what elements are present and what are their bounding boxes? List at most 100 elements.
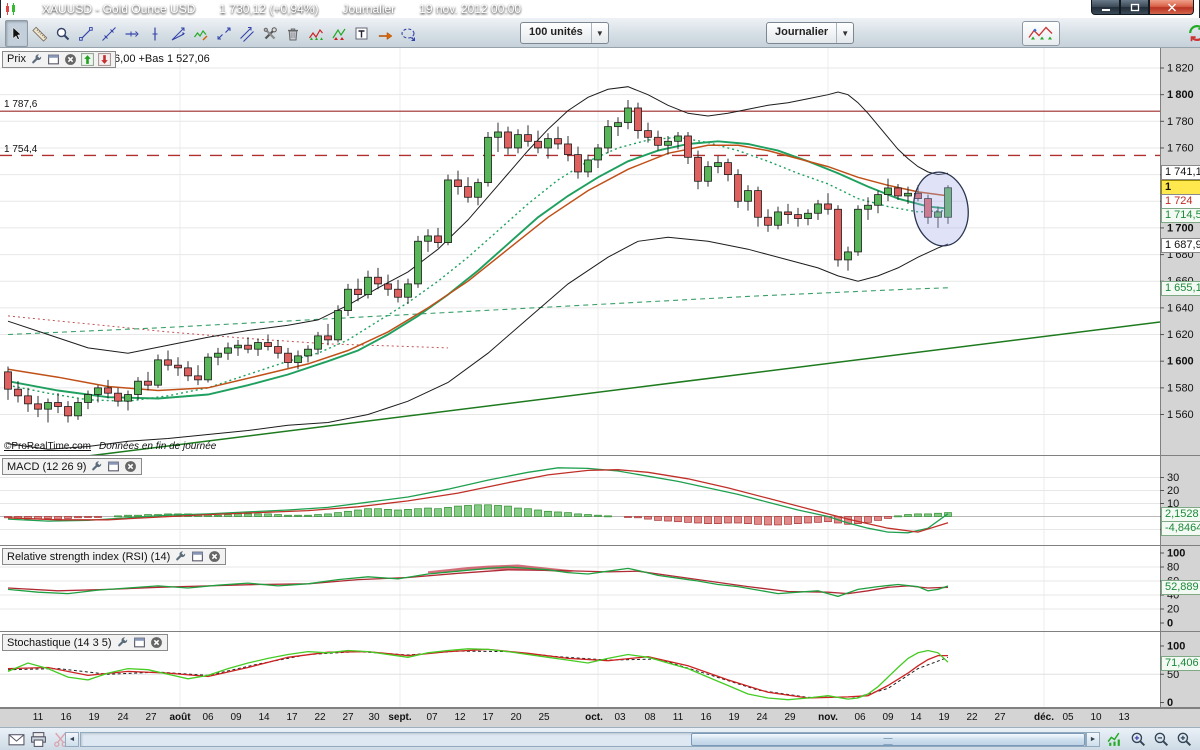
settings-wrench-icon[interactable] [174, 550, 187, 563]
tool-line-button[interactable] [97, 20, 120, 47]
tool-fan-lines-button[interactable] [166, 20, 189, 47]
tool-trash-button[interactable] [281, 20, 304, 47]
bollinger-lower [7, 236, 949, 450]
macd-value-box: 2,1528 [1161, 507, 1200, 522]
close-panel-icon[interactable] [208, 550, 221, 563]
settings-wrench-icon[interactable] [90, 460, 103, 473]
close-panel-icon[interactable] [124, 460, 137, 473]
parallel-lines-icon [239, 26, 254, 42]
long-green-dashed-ma [7, 287, 949, 336]
tool-arrow-button[interactable] [373, 20, 396, 47]
vertical-line-icon [152, 27, 157, 40]
zoom-in-icon[interactable] [1176, 731, 1193, 748]
detach-window-icon[interactable] [47, 53, 60, 66]
detach-window-icon[interactable] [191, 550, 204, 563]
stochastic-panel-header: Stochastique (14 3 5) [2, 634, 168, 651]
scroll-right-button[interactable]: ► [1086, 732, 1100, 747]
stochastic-axis-tick: 50 [1167, 669, 1179, 681]
close-panel-icon[interactable] [150, 636, 163, 649]
titlebar-last-price: 1 730,12 [219, 2, 267, 16]
price-axis-tick: 1 560 [1167, 409, 1194, 421]
zoom-fit-icon[interactable] [1130, 731, 1147, 748]
settings-wrench-icon[interactable] [116, 636, 129, 649]
close-panel-icon[interactable] [64, 53, 77, 66]
tool-settings-tools-button[interactable] [258, 20, 281, 47]
stochastic-d-line [7, 648, 948, 699]
date-label: 17 [482, 712, 494, 723]
detach-window-icon[interactable] [107, 460, 120, 473]
scrollbar-thumb[interactable] [691, 733, 1085, 746]
close-button[interactable] [1149, 0, 1194, 15]
tool-segment-button[interactable] [74, 20, 97, 47]
macd-panel-title: MACD (12 26 9) [7, 460, 87, 473]
tool-text-button[interactable] [350, 20, 373, 47]
titlebar-period: Journalier [342, 2, 396, 16]
date-label: 22 [966, 712, 978, 723]
macd-plot [0, 467, 1160, 534]
minimize-button[interactable] [1091, 0, 1120, 15]
date-label: oct. [585, 712, 603, 723]
price-plot [0, 67, 1160, 455]
date-label: 17 [286, 712, 298, 723]
date-label: 19 [728, 712, 740, 723]
chart-style-button[interactable] [1022, 21, 1060, 46]
rsi-axis-tick: 0 [1167, 618, 1173, 630]
lasso-icon [400, 27, 415, 41]
tool-horizontal-line-button[interactable] [120, 20, 143, 47]
sell-arrow-icon[interactable] [97, 52, 111, 66]
text-icon [355, 27, 367, 39]
tool-zoom-button[interactable] [51, 20, 74, 47]
price-axis-tick: 1 800 [1167, 89, 1194, 101]
copyright-note: ©ProRealTime.com Données en fin de journé… [4, 441, 216, 452]
copyright-text: ©ProRealTime.com [4, 441, 92, 452]
tool-lasso-button[interactable] [396, 20, 419, 47]
date-label: 16 [700, 712, 712, 723]
tool-zigzag-arrows-button[interactable] [212, 20, 235, 47]
chart-data-icon[interactable] [1106, 731, 1123, 748]
date-label: 03 [614, 712, 626, 723]
date-label: nov. [818, 712, 838, 723]
app-icon [6, 3, 15, 15]
date-label: 11 [32, 712, 44, 723]
print-icon[interactable] [30, 731, 47, 748]
zoom-out-icon[interactable] [1153, 731, 1170, 748]
date-label: 06 [854, 712, 866, 723]
refresh-icon[interactable] [1186, 22, 1200, 44]
tool-pointer-button[interactable] [5, 20, 28, 47]
detach-window-icon[interactable] [133, 636, 146, 649]
chevron-down-icon: ▼ [590, 23, 608, 43]
tool-ruler-button[interactable] [28, 20, 51, 47]
green-solid-ma [7, 140, 949, 400]
tool-pattern-draw-button[interactable] [189, 20, 212, 47]
stochastic-axis-tick: 0 [1167, 697, 1173, 708]
horizontal-scrollbar[interactable] [80, 732, 1086, 747]
settings-wrench-icon[interactable] [30, 53, 43, 66]
scroll-left-button[interactable]: ◄ [65, 732, 79, 747]
period-dropdown[interactable]: Journalier ▼ [766, 22, 855, 44]
buy-arrow-icon[interactable] [80, 52, 94, 66]
date-label: 27 [145, 712, 157, 723]
tool-indicator-zigzag-button[interactable] [304, 20, 327, 47]
price-panel-header: Prix [2, 50, 116, 68]
chart-style-icon [1028, 26, 1053, 40]
period-dropdown-label: Journalier [775, 26, 829, 38]
date-axis: 11 16 19 24 27 août 06 09 14 17 22 27 30 sept. 07 12 17 2… [0, 708, 1200, 727]
zoom-icon [56, 27, 69, 40]
tool-indicator-triangles-button[interactable] [327, 20, 350, 47]
price-axis-tick: 1 700 [1167, 222, 1194, 234]
maximize-button[interactable] [1120, 0, 1149, 15]
date-label: 19 [938, 712, 950, 723]
price-axis-tick: 1 600 [1167, 356, 1194, 368]
units-dropdown[interactable]: 100 unités ▼ [520, 22, 609, 44]
tool-vertical-line-button[interactable] [143, 20, 166, 47]
date-label: 27 [342, 712, 354, 723]
tool-parallel-lines-button[interactable] [235, 20, 258, 47]
title-bar: XAUUSD - Gold Ounce USD 1 730,12 (+0,94%… [0, 0, 1200, 18]
bollinger-upper [7, 86, 949, 354]
email-icon[interactable] [8, 731, 25, 748]
settings-tools-icon [263, 26, 277, 39]
price-axis-tick: 1 760 [1167, 142, 1194, 154]
ruler-icon [31, 26, 47, 42]
